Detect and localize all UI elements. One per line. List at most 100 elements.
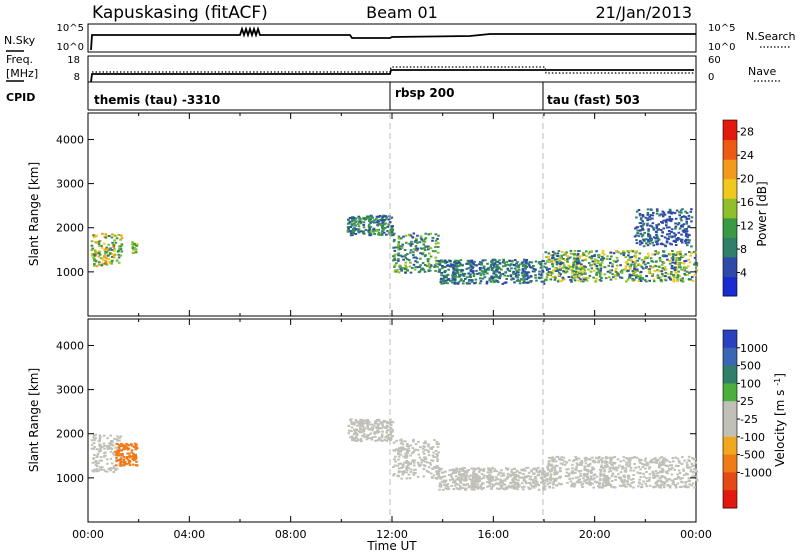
scatter-point bbox=[583, 457, 587, 460]
xtick-label: 08:00 bbox=[275, 528, 307, 541]
scatter-point bbox=[363, 433, 366, 436]
scatter-point bbox=[525, 281, 528, 284]
scatter-point bbox=[117, 233, 121, 236]
scatter-point bbox=[123, 464, 126, 467]
scatter-point bbox=[407, 445, 410, 448]
scatter-point bbox=[641, 267, 645, 270]
scatter-point bbox=[540, 472, 544, 475]
scatter-point bbox=[102, 442, 106, 445]
scatter-point bbox=[400, 268, 403, 271]
scatter-point bbox=[416, 266, 419, 269]
scatter-point bbox=[414, 256, 417, 259]
scatter-point bbox=[122, 446, 126, 449]
scatter-point bbox=[663, 266, 667, 269]
scatter-point bbox=[401, 465, 405, 467]
scatter-point bbox=[449, 474, 453, 477]
scatter-point bbox=[422, 475, 425, 478]
scatter-point bbox=[477, 263, 481, 266]
scatter-point bbox=[370, 426, 374, 429]
scatter-point bbox=[648, 467, 651, 470]
scatter-point bbox=[360, 430, 364, 433]
scatter-point bbox=[495, 266, 498, 269]
scatter-point bbox=[423, 452, 426, 455]
scatter-point bbox=[642, 238, 645, 241]
scatter-point bbox=[366, 436, 369, 438]
scatter-point bbox=[629, 469, 632, 472]
scatter-point bbox=[108, 260, 111, 263]
scatter-point bbox=[125, 446, 129, 449]
scatter-point bbox=[436, 454, 439, 457]
scatter-point bbox=[456, 270, 459, 273]
scatter-point bbox=[559, 467, 562, 470]
scatter-point bbox=[639, 225, 643, 228]
scatter-point bbox=[408, 477, 412, 480]
scatter-point bbox=[656, 243, 659, 245]
scatter-point bbox=[105, 235, 109, 238]
scatter-point bbox=[673, 212, 677, 215]
scatter-point bbox=[112, 465, 116, 468]
scatter-point bbox=[661, 470, 664, 473]
scatter-point bbox=[647, 235, 650, 238]
scatter-point bbox=[443, 484, 446, 486]
scatter-point bbox=[431, 236, 435, 239]
scatter-point bbox=[486, 476, 489, 479]
scatter-point bbox=[669, 235, 672, 238]
scatter-point bbox=[518, 476, 522, 479]
scatter-point bbox=[678, 211, 681, 214]
scatter-point bbox=[520, 261, 524, 264]
scatter-point bbox=[655, 260, 658, 263]
scatter-point bbox=[351, 437, 354, 440]
scatter-point bbox=[95, 462, 99, 465]
scatter-point bbox=[450, 476, 454, 479]
scatter-point bbox=[614, 267, 618, 270]
scatter-point bbox=[571, 267, 575, 270]
scatter-point bbox=[360, 418, 364, 421]
scatter-point bbox=[474, 474, 478, 476]
scatter-point bbox=[589, 477, 593, 480]
scatter-point bbox=[347, 229, 350, 232]
scatter-point bbox=[397, 243, 401, 245]
scatter-point bbox=[544, 262, 547, 265]
scatter-point bbox=[466, 262, 469, 265]
freq-label-line1: Freq. bbox=[6, 53, 33, 66]
scatter-point bbox=[414, 237, 418, 240]
scatter-point bbox=[561, 279, 564, 282]
scatter-point bbox=[532, 482, 535, 485]
scatter-point bbox=[551, 265, 555, 268]
scatter-point bbox=[352, 216, 356, 219]
scatter-point bbox=[419, 257, 422, 260]
scatter-point bbox=[644, 257, 647, 260]
scatter-point bbox=[553, 473, 556, 476]
scatter-point bbox=[527, 262, 530, 265]
scatter-point bbox=[115, 464, 118, 467]
scatter-point bbox=[655, 212, 659, 215]
scatter-point bbox=[645, 461, 649, 464]
scatter-point bbox=[452, 488, 456, 491]
scatter-point bbox=[558, 458, 562, 461]
scatter-point bbox=[596, 457, 600, 460]
scatter-point bbox=[651, 214, 655, 217]
scatter-point bbox=[573, 279, 577, 282]
scatter-point bbox=[640, 242, 644, 245]
scatter-point bbox=[371, 216, 374, 219]
scatter-point bbox=[570, 276, 574, 279]
scatter-point bbox=[454, 269, 458, 271]
scatter-point bbox=[648, 484, 652, 487]
scatter-point bbox=[418, 266, 422, 268]
scatter-point bbox=[380, 422, 384, 425]
scatter-point bbox=[557, 250, 561, 252]
scatter-point bbox=[93, 468, 96, 471]
scatter-point bbox=[495, 478, 498, 481]
scatter-point bbox=[450, 484, 453, 487]
scatter-point bbox=[631, 270, 635, 272]
scatter-point bbox=[488, 485, 491, 488]
scatter-point bbox=[562, 266, 566, 268]
scatter-point bbox=[688, 239, 691, 242]
scatter-point bbox=[126, 443, 129, 446]
scatter-point bbox=[524, 267, 527, 270]
velocity-colorbar-tick-label: -1000 bbox=[740, 466, 772, 479]
scatter-point bbox=[683, 272, 686, 275]
scatter-point bbox=[604, 485, 607, 487]
scatter-point bbox=[529, 487, 532, 490]
